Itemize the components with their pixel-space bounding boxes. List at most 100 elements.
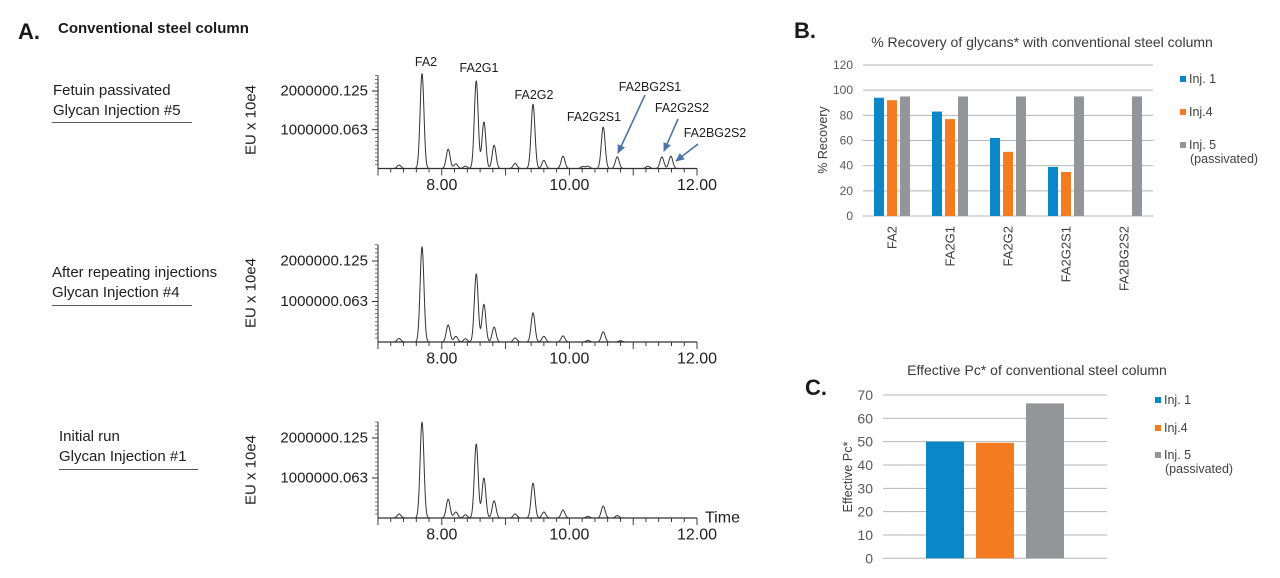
x-tick-label: FA2BG2S2 <box>1117 226 1132 291</box>
peak-label-fa2: FA2 <box>415 55 437 69</box>
y-tick-label: 1000000.063 <box>280 470 368 487</box>
row-label-inj4-line1: After repeating injections <box>52 264 218 281</box>
x-tick-label: FA2G2S1 <box>1059 226 1074 282</box>
chromatogram-glycan-injection-5: 1000000.063 2000000.125 8.00 10.00 12.00 EU x… <box>243 55 747 194</box>
bar-inj-4-fa2g1 <box>945 119 955 216</box>
bar-chart-panel-b: 0 20 40 60 80 100 120 FA2 FA2G1 FA2G2 FA2G2S1 FA2BG… <box>816 58 1258 291</box>
peak-arrow-fa2g2s2 <box>663 118 679 152</box>
bar-inj-5-passivated-fa2g1 <box>958 96 968 216</box>
y-tick-label: 100 <box>833 83 853 97</box>
y-axis-title: EU x 10e4 <box>243 435 260 505</box>
y-tick-label: 50 <box>857 434 873 450</box>
legend-swatch <box>1180 76 1186 82</box>
chromatogram-trace <box>377 73 698 169</box>
legend: Inj. 1 Inj.4 Inj. 5(passivated) <box>1155 393 1233 476</box>
x-tick-label: 8.00 <box>426 177 457 194</box>
bar-inj-1-fa2g2 <box>990 137 1000 216</box>
bar-inj-5-passivated <box>1026 403 1064 559</box>
y-tick-label: 120 <box>833 58 853 72</box>
panel-a-title: Conventional steel column <box>58 20 249 37</box>
y-tick-label: 10 <box>857 527 873 543</box>
y-tick-label: 1000000.063 <box>280 121 368 138</box>
row-label-inj1-line2: Glycan Injection #1 <box>59 448 187 465</box>
peak-label-fa2g2s2: FA2G2S2 <box>655 101 709 115</box>
bar-inj-4-fa2 <box>887 100 897 216</box>
y-tick-label: 70 <box>857 387 873 403</box>
legend-swatch <box>1180 109 1186 115</box>
peak-arrow-fa2bg2s2 <box>675 143 699 162</box>
chromatogram-trace <box>377 246 698 343</box>
panel-c-chart-title: Effective Pc* of conventional steel colu… <box>907 362 1167 378</box>
bar-inj-1-fa2g1 <box>932 111 942 216</box>
bar-inj-5-passivated-fa2g2s1 <box>1074 96 1084 216</box>
y-tick-label: 40 <box>840 159 854 173</box>
row-label-inj5-line1: Fetuin passivated <box>53 82 171 99</box>
bar-inj-5-passivated-fa2g2 <box>1016 96 1026 216</box>
legend-swatch <box>1155 397 1161 403</box>
panel-b-letter: B. <box>794 18 816 43</box>
y-axis-title: Effective Pc* <box>841 442 855 513</box>
x-tick-label: 10.00 <box>549 177 589 194</box>
legend-label: Inj.4 <box>1164 421 1188 435</box>
panel-b-chart-title: % Recovery of glycans* with conventional… <box>871 34 1213 50</box>
legend-item-inj-5-passivated: Inj. 5(passivated) <box>1180 138 1258 166</box>
peak-label-fa2g2s1: FA2G2S1 <box>567 110 621 124</box>
chromatogram-glycan-injection-1: 1000000.063 2000000.125 8.00 10.00 12.00Time… <box>243 421 740 544</box>
legend-label: Inj. 5 <box>1164 448 1191 462</box>
peak-label-fa2bg2s2: FA2BG2S2 <box>684 126 747 140</box>
legend-label-line2: (passivated) <box>1190 152 1258 166</box>
x-tick-label: FA2G1 <box>943 226 958 266</box>
legend-label-line2: (passivated) <box>1165 462 1233 476</box>
chromatogram-glycan-injection-4: 1000000.063 2000000.125 8.00 10.00 12.00 EU x… <box>243 244 717 368</box>
legend-item-inj-4: Inj.4 <box>1155 421 1188 435</box>
row-label-inj5-underline <box>52 122 192 123</box>
panel-a-letter: A. <box>18 19 40 44</box>
row-label-inj1-underline <box>59 469 198 470</box>
y-tick-label: 1000000.063 <box>280 293 368 310</box>
y-tick-label: 40 <box>857 457 873 473</box>
legend-item-inj-5-passivated: Inj. 5(passivated) <box>1155 448 1233 476</box>
panel-c-letter: C. <box>805 375 827 400</box>
y-tick-label: 20 <box>840 184 854 198</box>
legend-swatch <box>1155 452 1161 458</box>
x-axis-title: Time <box>705 510 740 527</box>
bar-inj-5-passivated-fa2bg2s2 <box>1132 96 1142 216</box>
bar-inj-4-fa2g2s1 <box>1061 171 1071 216</box>
chromatogram-trace <box>377 421 698 519</box>
legend-label: Inj.4 <box>1189 105 1213 119</box>
y-axis-title: EU x 10e4 <box>243 258 260 328</box>
peak-label-fa2g2: FA2G2 <box>515 88 554 102</box>
x-tick-label: 8.00 <box>426 527 457 544</box>
legend-swatch <box>1180 142 1186 148</box>
row-label-inj4-underline <box>52 305 192 306</box>
y-tick-label: 2000000.125 <box>280 253 368 270</box>
legend-item-inj-1: Inj. 1 <box>1180 72 1216 86</box>
bar-inj-1-fa2g2s1 <box>1048 166 1058 216</box>
bar-inj-1 <box>926 441 964 559</box>
x-tick-label: 12.00 <box>677 527 717 544</box>
y-tick-label: 2000000.125 <box>280 82 368 99</box>
x-tick-label: 10.00 <box>549 527 589 544</box>
y-tick-label: 60 <box>857 410 873 426</box>
peak-arrow-fa2bg2s1 <box>617 94 646 154</box>
x-tick-label: FA2G2 <box>1001 226 1016 266</box>
y-tick-label: 30 <box>857 480 873 496</box>
bar-inj-5-passivated-fa2 <box>900 96 910 216</box>
peak-label-fa2bg2s1: FA2BG2S1 <box>619 80 682 94</box>
legend-swatch <box>1155 425 1161 431</box>
y-tick-label: 80 <box>840 108 854 122</box>
legend-label: Inj. 1 <box>1164 393 1191 407</box>
y-tick-label: 60 <box>840 134 854 148</box>
legend-label: Inj. 1 <box>1189 72 1216 86</box>
legend-label: Inj. 5 <box>1189 138 1216 152</box>
x-tick-label: 12.00 <box>677 177 717 194</box>
row-label-inj1-line1: Initial run <box>59 428 120 445</box>
y-tick-label: 0 <box>865 550 873 566</box>
peak-label-fa2g1: FA2G1 <box>460 61 499 75</box>
bar-inj-1-fa2 <box>874 97 884 216</box>
y-tick-label: 0 <box>846 209 853 223</box>
legend-item-inj-1: Inj. 1 <box>1155 393 1191 407</box>
